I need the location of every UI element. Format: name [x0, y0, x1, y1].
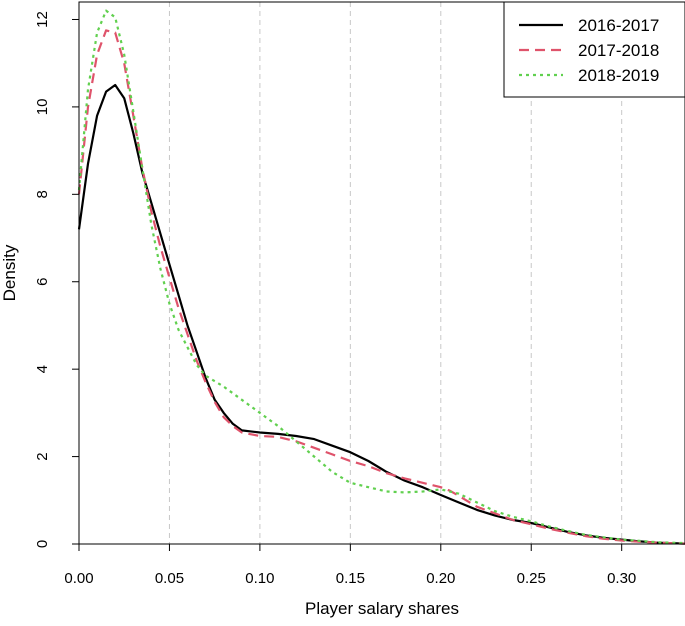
- y-tick-label: 4: [34, 365, 51, 373]
- series-line-2018-2019: [77, 9, 685, 545]
- x-tick-label: 0.30: [607, 570, 636, 587]
- legend-label: 2016-2017: [578, 16, 659, 35]
- y-tick-label: 6: [34, 278, 51, 286]
- x-tick-label: 0.00: [64, 570, 93, 587]
- y-tick-label: 2: [34, 452, 51, 460]
- y-axis: 0 2 4 6 8 10 12: [34, 11, 79, 548]
- x-tick-label: 0.20: [426, 570, 455, 587]
- x-tick-label: 0.05: [155, 570, 184, 587]
- legend: 2016-2017 2017-2018 2018-2019: [503, 1, 685, 98]
- x-tick-label: 0.10: [245, 570, 274, 587]
- x-tick-label: 0.15: [336, 570, 365, 587]
- x-axis-title: Player salary shares: [305, 599, 459, 618]
- series-lines: [77, 9, 685, 545]
- y-axis-title: Density: [0, 244, 19, 301]
- y-tick-label: 0: [34, 540, 51, 548]
- legend-label: 2018-2019: [578, 66, 659, 85]
- x-tick-label: 0.25: [517, 570, 546, 587]
- plot-frame: [78, 1, 685, 545]
- y-tick-label: 10: [34, 99, 51, 116]
- series-line-2017-2018: [77, 29, 685, 545]
- y-tick-label: 8: [34, 190, 51, 198]
- x-axis: 0.00 0.05 0.10 0.15 0.20 0.25 0.30: [64, 544, 636, 587]
- legend-box: [503, 1, 685, 98]
- y-tick-label: 12: [34, 11, 51, 28]
- legend-label: 2017-2018: [578, 41, 659, 60]
